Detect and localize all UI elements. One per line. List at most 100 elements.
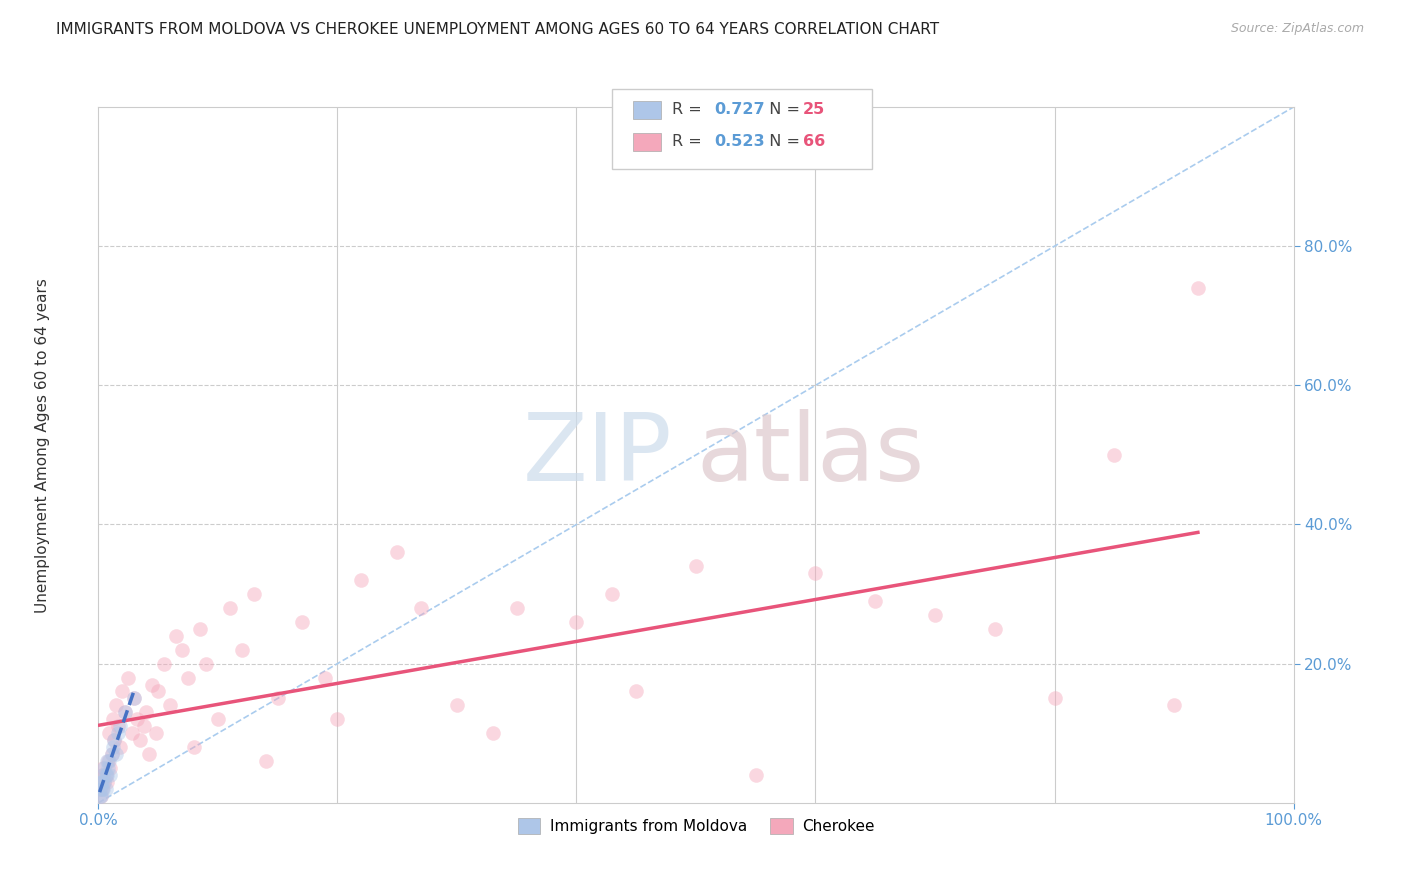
Point — [148, 684, 170, 698]
Point — [93, 761, 115, 775]
Point — [91, 781, 114, 796]
Legend: Immigrants from Moldova, Cherokee: Immigrants from Moldova, Cherokee — [512, 813, 880, 840]
Point — [96, 754, 118, 768]
Point — [145, 726, 167, 740]
Point — [96, 768, 118, 782]
Point — [117, 671, 139, 685]
Point — [865, 594, 887, 608]
Point — [89, 781, 111, 796]
Point — [114, 706, 136, 720]
Point — [207, 712, 229, 726]
Text: ZIP: ZIP — [523, 409, 672, 501]
Point — [91, 775, 114, 789]
Point — [105, 698, 128, 713]
Point — [129, 733, 152, 747]
Point — [108, 740, 131, 755]
Point — [924, 607, 946, 622]
Text: 0.523: 0.523 — [714, 135, 765, 149]
Point — [1043, 691, 1066, 706]
Point — [107, 726, 129, 740]
Point — [231, 642, 253, 657]
Point — [91, 768, 114, 782]
Point — [685, 559, 707, 574]
Point — [1163, 698, 1185, 713]
Point — [141, 677, 163, 691]
Text: R =: R = — [672, 103, 707, 117]
Text: N =: N = — [759, 103, 806, 117]
Point — [153, 657, 176, 671]
Point — [315, 671, 337, 685]
Point — [195, 657, 218, 671]
Point — [98, 768, 122, 782]
Point — [350, 573, 373, 587]
Point — [124, 691, 146, 706]
Point — [101, 712, 124, 726]
Point — [267, 691, 290, 706]
Point — [98, 726, 121, 740]
Point — [132, 719, 155, 733]
Point — [254, 754, 277, 768]
Point — [602, 587, 624, 601]
Point — [90, 775, 112, 789]
Point — [138, 747, 160, 761]
Point — [183, 740, 205, 755]
Text: R =: R = — [672, 135, 707, 149]
Point — [94, 768, 117, 782]
Point — [135, 706, 157, 720]
Point — [91, 761, 114, 775]
Point — [121, 726, 143, 740]
Point — [98, 761, 122, 775]
Point — [90, 789, 112, 803]
Point — [411, 601, 433, 615]
Point — [91, 781, 114, 796]
Point — [108, 719, 131, 733]
Point — [96, 775, 118, 789]
Text: 66: 66 — [803, 135, 825, 149]
Point — [90, 789, 112, 803]
Point — [172, 642, 194, 657]
Text: 0.727: 0.727 — [714, 103, 765, 117]
Point — [565, 615, 588, 629]
Point — [745, 768, 768, 782]
Point — [125, 712, 148, 726]
Point — [506, 601, 529, 615]
Point — [481, 726, 505, 740]
Text: Source: ZipAtlas.com: Source: ZipAtlas.com — [1230, 22, 1364, 36]
Point — [91, 781, 114, 796]
Text: atlas: atlas — [696, 409, 924, 501]
Point — [165, 629, 187, 643]
Point — [1104, 448, 1126, 462]
Text: Unemployment Among Ages 60 to 64 years: Unemployment Among Ages 60 to 64 years — [35, 278, 49, 614]
Point — [103, 733, 125, 747]
Point — [804, 566, 827, 581]
Point — [94, 781, 117, 796]
Text: N =: N = — [759, 135, 806, 149]
Point — [111, 684, 134, 698]
Point — [188, 622, 211, 636]
Point — [177, 671, 200, 685]
Point — [385, 545, 409, 559]
Point — [124, 691, 146, 706]
Point — [326, 712, 349, 726]
Text: IMMIGRANTS FROM MOLDOVA VS CHEROKEE UNEMPLOYMENT AMONG AGES 60 TO 64 YEARS CORRE: IMMIGRANTS FROM MOLDOVA VS CHEROKEE UNEM… — [56, 22, 939, 37]
Point — [107, 719, 129, 733]
Point — [105, 747, 128, 761]
Point — [94, 768, 117, 782]
Point — [446, 698, 468, 713]
Point — [103, 733, 125, 747]
Point — [93, 775, 115, 789]
Point — [89, 789, 111, 803]
Point — [100, 747, 122, 761]
Point — [984, 622, 1007, 636]
Point — [89, 781, 111, 796]
Text: 25: 25 — [803, 103, 825, 117]
Point — [626, 684, 648, 698]
Point — [291, 615, 314, 629]
Point — [1187, 281, 1209, 295]
Point — [97, 761, 120, 775]
Point — [93, 775, 115, 789]
Point — [114, 706, 136, 720]
Point — [100, 747, 122, 761]
Point — [98, 754, 121, 768]
Point — [243, 587, 266, 601]
